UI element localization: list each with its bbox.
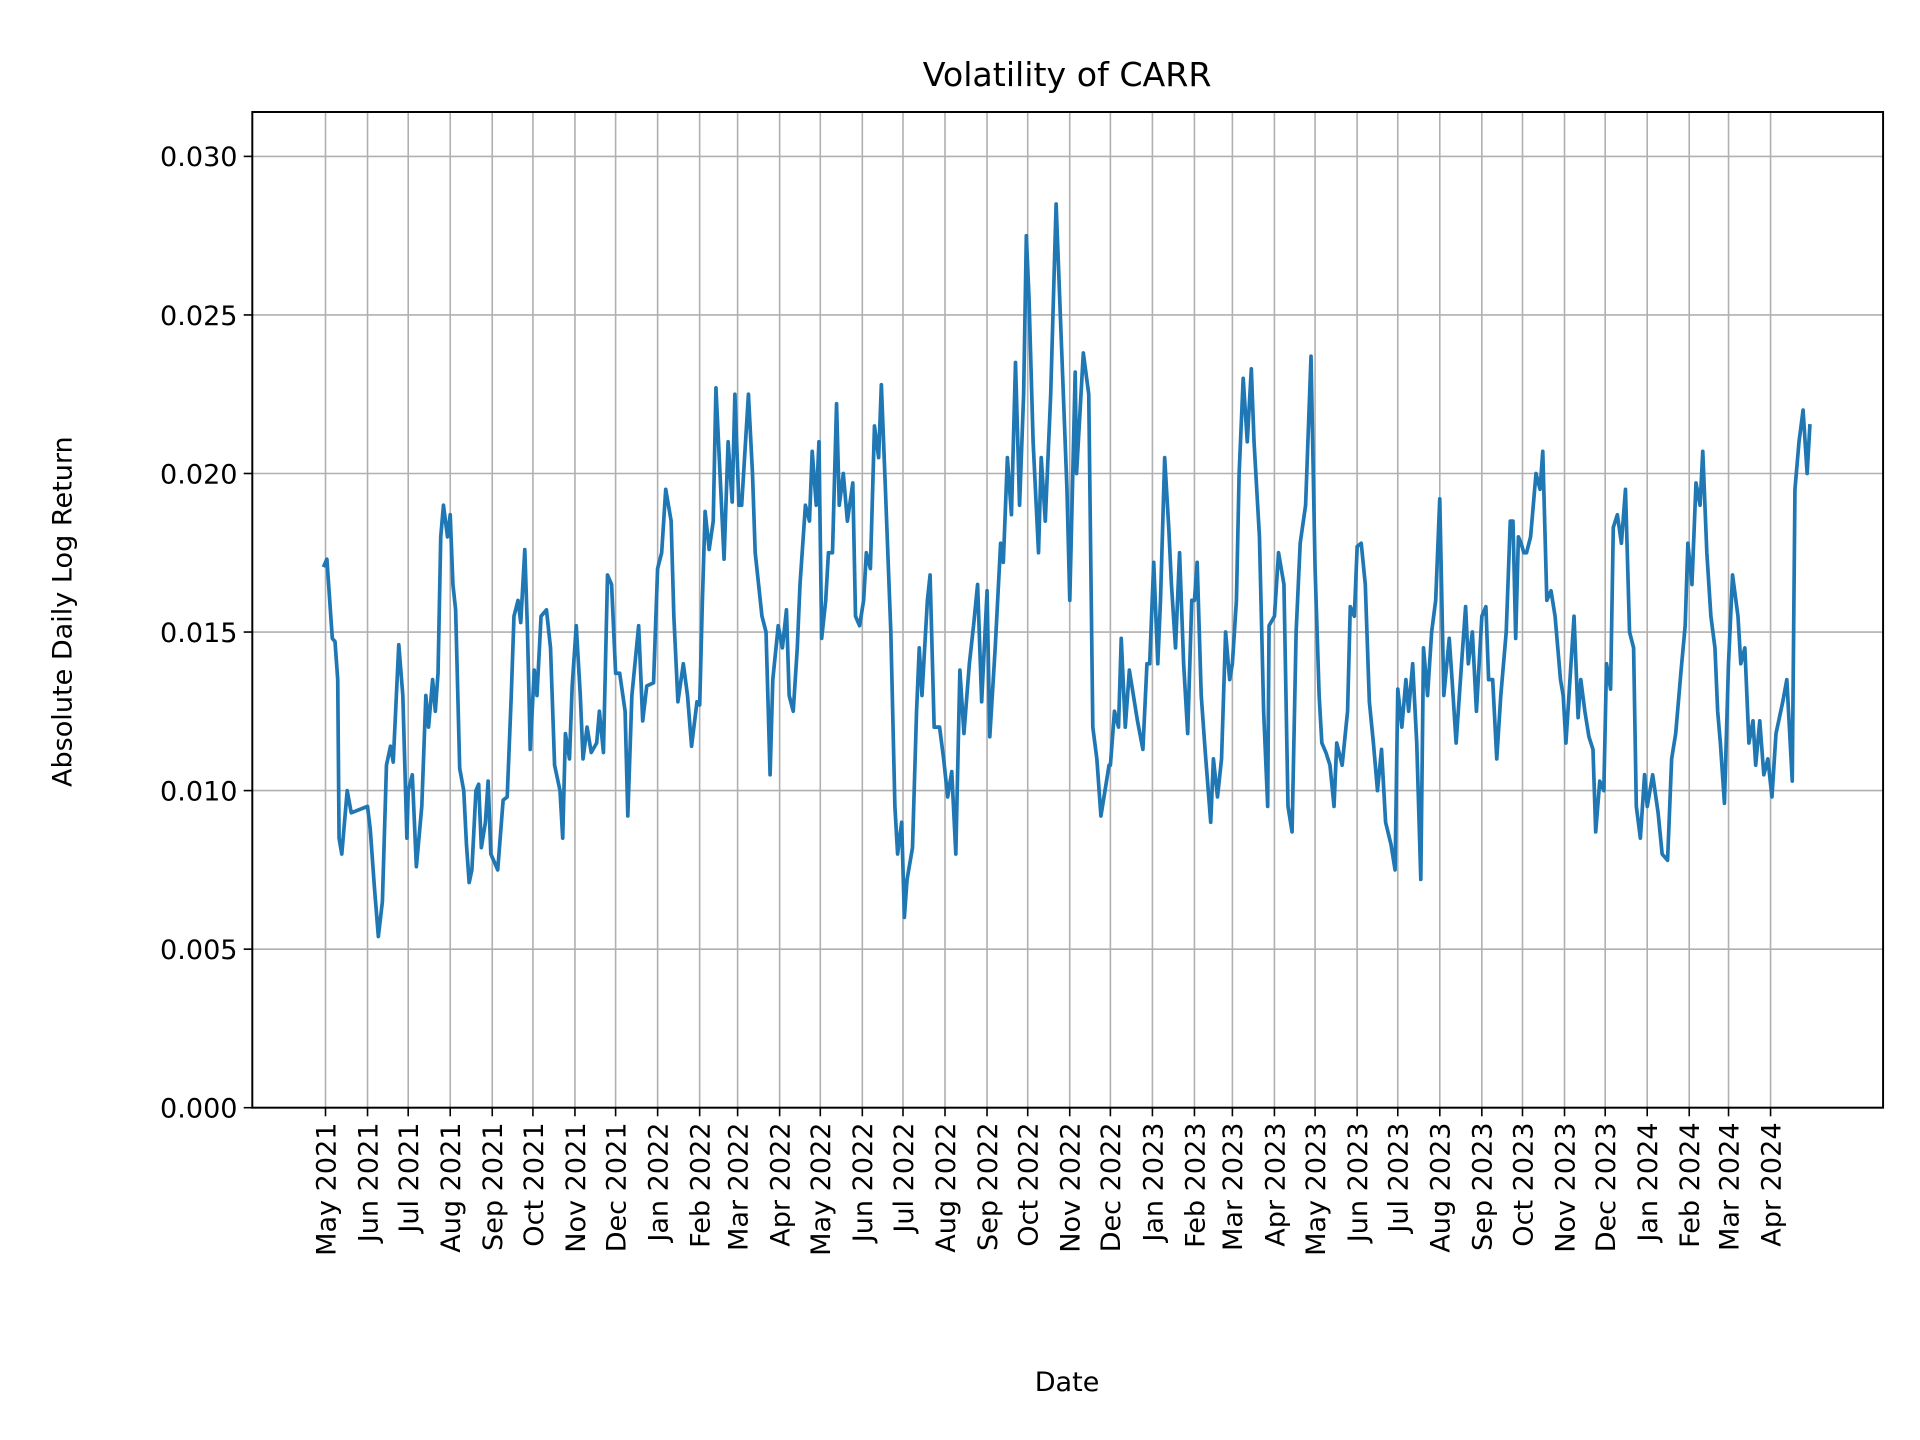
x-tick-label: Jan 2022 [643, 1122, 674, 1243]
x-tick-label: May 2021 [311, 1122, 342, 1255]
x-tick-label: Aug 2022 [931, 1122, 962, 1252]
plot-frame [251, 111, 1885, 1109]
series-layer [321, 202, 1812, 939]
x-tick-label: Sep 2021 [478, 1122, 509, 1250]
x-tick-label: Jul 2022 [889, 1122, 920, 1234]
y-tick-label: 0.005 [160, 935, 237, 966]
y-axis: 0.000 0.005 0.010 0.015 0.020 0.025 0.030 [160, 142, 253, 1125]
x-tick-label: Mar 2024 [1714, 1122, 1745, 1251]
x-tick-label: Apr 2022 [765, 1122, 796, 1246]
x-tick-label: Aug 2021 [436, 1122, 467, 1252]
x-tick-label: Mar 2023 [1218, 1122, 1249, 1251]
y-tick-label: 0.010 [160, 776, 237, 807]
x-tick-label: Oct 2021 [519, 1122, 550, 1246]
y-axis-label: Absolute Daily Log Return [47, 436, 78, 787]
x-tick-label: Mar 2022 [723, 1122, 754, 1251]
y-tick-label: 0.030 [160, 142, 237, 173]
x-tick-label: Apr 2023 [1260, 1122, 1291, 1246]
x-tick-label: Jan 2023 [1138, 1122, 1169, 1243]
x-tick-label: Feb 2023 [1180, 1122, 1211, 1247]
x-tick-label: Jul 2023 [1384, 1122, 1415, 1234]
grid-lines [252, 112, 1884, 1109]
x-tick-label: Apr 2024 [1756, 1122, 1787, 1246]
y-tick-label: 0.000 [160, 1094, 237, 1125]
x-tick-label: Nov 2022 [1056, 1122, 1087, 1252]
x-tick-label: Dec 2023 [1591, 1122, 1622, 1252]
x-tick-label: Jul 2021 [394, 1122, 425, 1234]
x-tick-label: Oct 2023 [1508, 1122, 1539, 1246]
chart-title: Volatility of CARR [923, 55, 1212, 94]
x-tick-label: Aug 2023 [1426, 1122, 1457, 1252]
x-tick-label: Dec 2022 [1096, 1122, 1127, 1252]
x-tick-label: Jun 2023 [1343, 1122, 1374, 1244]
x-tick-label: Feb 2024 [1675, 1122, 1706, 1247]
x-tick-label: Nov 2023 [1550, 1122, 1581, 1252]
y-tick-label: 0.020 [160, 459, 237, 490]
y-tick-label: 0.025 [160, 301, 237, 332]
x-tick-label: May 2023 [1301, 1122, 1332, 1255]
x-axis-label: Date [1035, 1367, 1100, 1398]
x-tick-label: Jun 2021 [353, 1122, 384, 1244]
x-tick-label: May 2022 [806, 1122, 837, 1255]
x-tick-label: Jun 2022 [848, 1122, 879, 1244]
x-tick-label: Nov 2021 [561, 1122, 592, 1252]
y-tick-label: 0.015 [160, 618, 237, 649]
x-tick-label: Feb 2022 [685, 1122, 716, 1247]
x-tick-label: Jan 2024 [1633, 1122, 1664, 1243]
x-tick-label: Oct 2022 [1014, 1122, 1045, 1246]
x-tick-label: Sep 2023 [1468, 1122, 1499, 1250]
x-tick-label: Dec 2021 [601, 1122, 632, 1252]
x-axis: May 2021 Jun 2021 Jul 2021 Aug 2021 Sep 2021… [311, 1107, 1787, 1256]
volatility-series-line [321, 202, 1812, 939]
x-tick-label: Sep 2022 [973, 1122, 1004, 1250]
